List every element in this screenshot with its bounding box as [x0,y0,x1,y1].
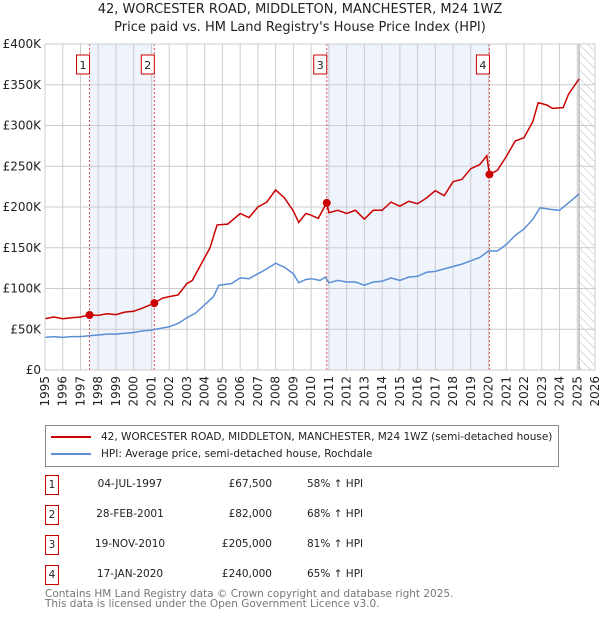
sale-hpi-change: 58% ↑ HPI [307,478,364,490]
x-tick-label: 2013 [357,376,371,407]
y-tick-label: £50K [10,322,42,336]
sale-price: £82,000 [228,508,272,520]
sale-date: 28-FEB-2001 [96,508,164,520]
footer: Contains HM Land Registry data © Crown c… [45,588,454,610]
y-tick-label: £350K [3,78,43,92]
sale-label-box [76,54,91,75]
sale-label-number: 2 [144,59,151,72]
price-chart: 1995 1996 1997 1998 1999 2000 2001 2002 2003 2004… [3,37,600,407]
legend-swatch-property [51,436,91,438]
x-tick-label: 2006 [233,376,247,407]
x-tick-label: 1998 [91,376,105,407]
chart-title: 42, WORCESTER ROAD, MIDDLETON, MANCHESTE… [97,2,503,17]
sale-number-badge: 2 [45,505,59,525]
sale-number-badge: 1 [45,475,59,495]
sale-row: 3 19-NOV-2010 £205,000 81% ↑ HPI [45,535,445,555]
legend-label-hpi: HPI: Average price, semi-detached house,… [101,448,373,460]
sale-price: £67,500 [228,478,272,490]
y-tick-label: £400K [3,37,43,51]
x-tick-label: 2020 [482,376,496,407]
footer-licence: This data is licensed under the Open Gov… [45,598,380,610]
hpi-line [44,193,580,339]
sale-point [485,170,494,179]
x-tick-label: 1995 [38,376,52,407]
sale-point [150,299,159,308]
x-tick-label: 2011 [322,376,336,407]
sale-label-box [475,54,490,75]
x-tick-label: 1997 [73,376,87,407]
sale-price: £205,000 [221,538,272,550]
legend-item-property: 42, WORCESTER ROAD, MIDDLETON, MANCHESTE… [46,429,552,445]
sale-row: 1 04-JUL-1997 £67,500 58% ↑ HPI [45,475,445,495]
y-tick-label: £150K [3,241,43,255]
sale-label-box [140,54,155,75]
y-tick-label: £0 [26,363,41,377]
sale-hpi-change: 65% ↑ HPI [307,568,364,580]
y-tick-label: £100K [3,282,43,296]
sale-row: 2 28-FEB-2001 £82,000 68% ↑ HPI [45,505,445,525]
footer-copyright: Contains HM Land Registry data © Crown c… [45,588,454,600]
sale-point [85,310,94,319]
sale-price: £240,000 [221,568,272,580]
y-tick-label: £250K [3,159,43,173]
sale-label-number: 1 [80,59,87,72]
x-tick-label: 1999 [109,376,123,407]
x-tick-label: 2014 [375,376,389,407]
x-tick-label: 1996 [56,376,70,407]
sale-point [322,198,331,207]
sale-hpi-change: 81% ↑ HPI [307,538,364,550]
x-tick-label: 2017 [428,376,442,407]
x-tick-label: 2007 [251,376,265,407]
sale-hpi-change: 68% ↑ HPI [307,508,364,520]
x-tick-label: 2022 [517,376,531,407]
x-tick-label: 2023 [535,376,549,407]
x-tick-label: 2024 [553,376,567,407]
sale-date: 17-JAN-2020 [96,568,164,580]
x-tick-label: 2002 [162,376,176,407]
x-tick-label: 2010 [304,376,318,407]
legend: 42, WORCESTER ROAD, MIDDLETON, MANCHESTE… [45,425,559,467]
x-tick-label: 2009 [286,376,300,407]
sale-row: 4 17-JAN-2020 £240,000 65% ↑ HPI [45,565,445,585]
legend-item-hpi: HPI: Average price, semi-detached house,… [46,446,372,462]
x-tick-label: 2026 [588,376,600,407]
x-tick-label: 2016 [411,376,425,407]
sale-number-badge: 4 [45,565,59,585]
chart-subtitle: Price paid vs. HM Land Registry's House … [114,20,486,35]
x-tick-label: 2003 [180,376,194,407]
x-tick-label: 2000 [127,376,141,407]
x-tick-label: 2004 [198,376,212,407]
x-tick-label: 2015 [393,376,407,407]
x-tick-label: 2005 [215,376,229,407]
x-tick-label: 2019 [464,376,478,407]
sale-date: 04-JUL-1997 [97,478,163,490]
sale-label-number: 4 [479,59,486,72]
x-tick-label: 2008 [269,376,283,407]
legend-label-property: 42, WORCESTER ROAD, MIDDLETON, MANCHESTE… [101,431,553,443]
sale-date: 19-NOV-2010 [94,538,166,550]
sale-label-number: 3 [317,59,324,72]
x-tick-label: 2021 [499,376,513,407]
legend-swatch-hpi [51,453,91,455]
plot-border [44,43,596,371]
y-tick-label: £300K [3,119,43,133]
x-tick-label: 2025 [570,376,584,407]
sale-number-badge: 3 [45,535,59,555]
x-tick-label: 2018 [446,376,460,407]
x-tick-label: 2012 [340,376,354,407]
sale-label-box [313,54,328,75]
y-tick-label: £200K [3,200,43,214]
x-tick-label: 2001 [144,376,158,407]
